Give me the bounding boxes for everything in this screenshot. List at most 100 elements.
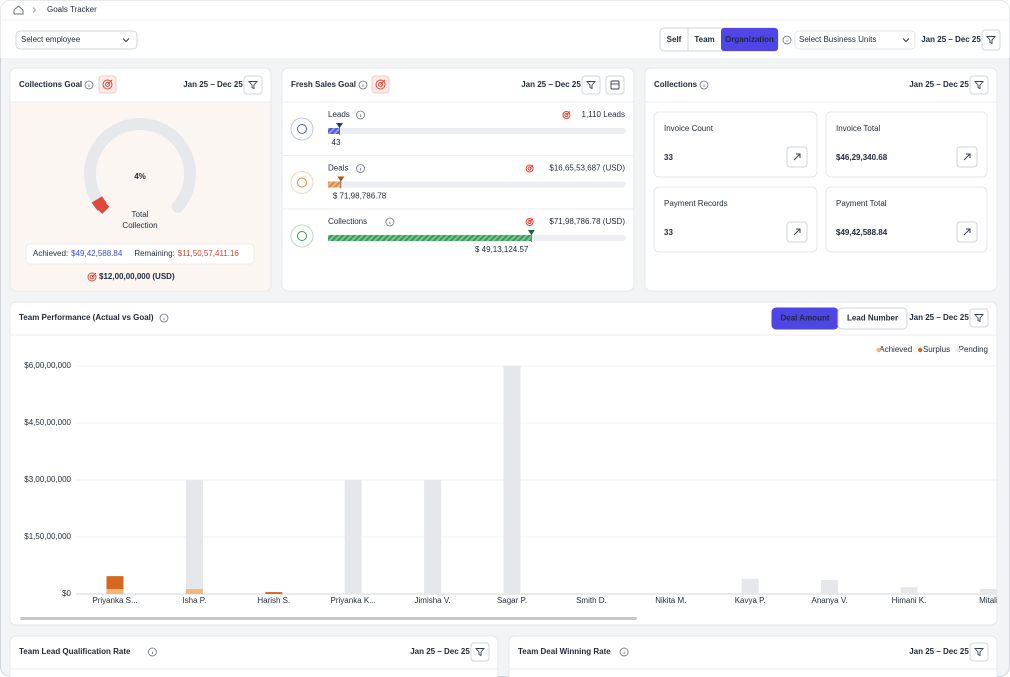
card-title: Collections	[654, 80, 698, 89]
chart-title: Team Performance (Actual vs Goal)	[19, 313, 154, 322]
achieved-value: $49,42,588.84	[71, 249, 123, 258]
x-tick-label: Priyanka S...	[92, 596, 137, 605]
card	[508, 635, 998, 677]
bar-segment	[185, 480, 203, 590]
x-tick-label: Smith D.	[576, 596, 607, 605]
bar-segment	[741, 578, 759, 594]
filter-button[interactable]	[969, 308, 989, 328]
y-tick-label: $4,50,00,000	[24, 418, 71, 427]
filter-button[interactable]	[243, 75, 263, 95]
bar-segment	[424, 480, 442, 594]
info-icon	[356, 164, 365, 173]
filter-button[interactable]	[581, 75, 601, 95]
filter-button[interactable]	[969, 642, 989, 662]
filter-icon	[974, 314, 984, 323]
goal-target: $71,98,786.78 (USD)	[549, 217, 625, 226]
plot: $0 $1,50,00,000 $3,00,00,000 $4,50,00,000 $6…	[24, 361, 998, 605]
chevron	[122, 38, 130, 43]
card	[9, 635, 499, 677]
card-title: Collections Goal	[19, 80, 82, 89]
bar-segment	[979, 589, 997, 594]
scope-option: Organization	[725, 35, 774, 44]
breadcrumb-current: Goals Tracker	[47, 5, 97, 14]
card	[644, 67, 998, 292]
x-tick-label: Sagar P.	[497, 596, 527, 605]
metric-label: Payment Total	[836, 199, 887, 208]
metric-card	[653, 111, 818, 178]
business-unit-select[interactable]	[794, 30, 916, 50]
info-icon	[159, 313, 169, 323]
info-icon	[84, 80, 94, 90]
bar-segment	[106, 589, 124, 594]
metric-label: Invoice Total	[836, 124, 881, 133]
legend-label: Surplus	[923, 345, 950, 354]
date-range: Jan 25 – Dec 25	[909, 647, 969, 656]
filter-icon	[248, 81, 258, 90]
card	[281, 67, 635, 292]
info-icon	[619, 647, 629, 657]
info-icon	[385, 217, 395, 227]
info-icon	[782, 35, 792, 45]
filter-icon	[986, 36, 996, 45]
progress-track	[328, 128, 626, 134]
progress-bar	[328, 235, 532, 241]
x-tick-label: Harish S.	[257, 596, 290, 605]
date-range: Jan 25 – Dec 25	[909, 80, 969, 89]
info-icon	[147, 647, 157, 657]
target-icon	[525, 218, 534, 226]
goal-target: 1,110 Leads	[582, 110, 625, 119]
achieved-label: $ 49,13,124.57	[475, 245, 529, 254]
metric-value: $49,42,588.84	[836, 228, 888, 237]
filter-button[interactable]	[470, 642, 490, 662]
metric-card	[825, 111, 988, 178]
scope-option-active[interactable]	[721, 28, 778, 51]
chevron	[902, 38, 910, 43]
metric-label: Invoice Count	[664, 124, 714, 133]
card-title: Team Lead Qualification Rate	[19, 647, 131, 656]
date-range: Jan 25 – Dec 25	[909, 313, 969, 322]
x-tick-label: Nikita M.	[655, 596, 686, 605]
gauge-label: Total	[132, 210, 149, 219]
summary-text: Achieved: $49,42,588.84 Remaining: $11,50,5…	[33, 249, 239, 258]
row-icon	[297, 231, 307, 241]
row-icon	[297, 124, 307, 134]
scrollbar-thumb[interactable]	[20, 617, 637, 620]
toggle-label: Lead Number	[847, 314, 898, 323]
progress-track	[328, 181, 626, 188]
metric-value: 33	[664, 228, 673, 237]
y-tick-label: $0	[62, 589, 71, 598]
goal-name: Deals	[328, 164, 348, 173]
target-icon	[102, 79, 113, 90]
metric-card	[825, 186, 988, 253]
table-button[interactable]	[605, 75, 625, 95]
metric-card	[653, 186, 818, 253]
info-icon	[699, 80, 709, 90]
toggle-label: Deal Amount	[780, 314, 829, 323]
legend-label: Pending	[959, 345, 988, 354]
bar-segment	[106, 576, 124, 590]
info-icon	[356, 110, 365, 120]
target-icon	[87, 272, 97, 282]
filter-button[interactable]	[981, 29, 1001, 51]
scope-option: Self	[667, 35, 682, 44]
y-tick-label: $1,50,00,000	[24, 532, 71, 541]
filter-button[interactable]	[969, 75, 989, 95]
filter-icon	[586, 81, 596, 90]
x-tick-label: Mitali	[979, 596, 998, 605]
progress-bar	[328, 181, 341, 188]
toggle-button[interactable]	[837, 307, 908, 330]
home-icon[interactable]	[13, 5, 24, 15]
goal-name: Leads	[328, 110, 350, 119]
date-range: Jan 25 – Dec 25	[183, 80, 243, 89]
employee-select[interactable]	[15, 30, 138, 50]
target-icon	[564, 112, 569, 118]
select-placeholder: Select employee	[21, 35, 81, 44]
target-icon	[89, 274, 95, 280]
target-icon	[107, 79, 113, 85]
gauge-label: Collection	[122, 221, 157, 230]
target-icon	[566, 111, 571, 116]
achieved-label: Achieved:	[33, 249, 68, 258]
target-icon	[529, 218, 534, 223]
target-icon	[525, 164, 534, 173]
